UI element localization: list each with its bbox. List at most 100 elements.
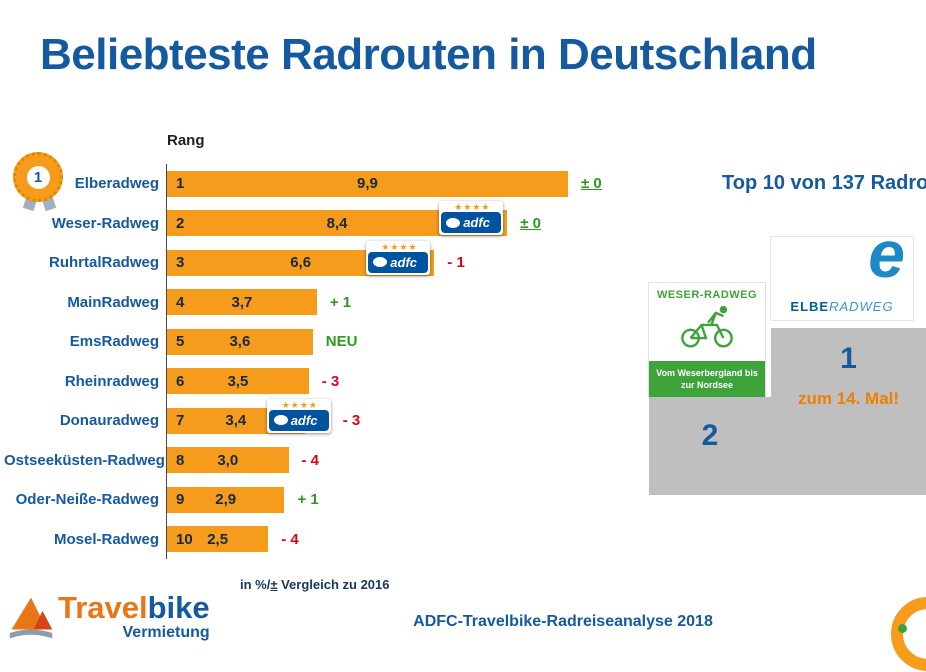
rank-value: 7 [176,412,185,430]
bar-value: 3,5 [227,372,249,390]
bar-value: 2,9 [215,491,237,509]
route-label: Donauradweg [59,412,159,430]
adfc-quality-badge: ★★★★ adfc [439,201,504,236]
bar: 1 9,9 [167,170,568,197]
bar: 6 3,5 [167,368,309,395]
brand-part2: bike [147,590,210,625]
rank-value: 3 [176,254,185,272]
adfc-quality-badge: ★★★★ adfc [366,240,431,275]
footnote-prefix: in %/ [240,577,271,592]
adfc-logo-icon [446,217,461,228]
bar: 10 2,5 [167,526,269,553]
route-label: RuhrtalRadweg [48,254,159,272]
bar: 2 8,4 ★★★★ adfc [167,201,508,237]
chart-row: Weser-Radweg 2 8,4 ★★★★ adfc ± 0 [4,201,654,243]
rank-header: Rang [167,132,205,149]
source-caption: ADFC-Travelbike-Radreiseanalyse 2018 [413,613,713,630]
bar: 3 6,6 ★★★★ adfc [167,240,435,276]
podium-note: zum 14. Mal! [797,389,900,408]
route-label: Mosel-Radweg [53,530,159,548]
adfc-stars-icon: ★★★★ [454,202,491,213]
cyclist-icon [681,305,733,348]
brand-wordmark: Travelbike [58,592,210,623]
chart-row: Donauradweg 7 3,4 ★★★★ adfc - 3 [4,398,654,441]
footnote-plusminus: ± [270,577,278,592]
podium-second-place: 2 [649,397,771,495]
change-indicator: - 4 [281,530,299,548]
brand-part1: Travel [58,590,148,625]
first-place-medal: 1 [13,152,67,218]
rank-value: 9 [176,491,185,509]
chart-row: Ostseeküsten-Radweg 8 3,0 - 4 [4,440,654,480]
chart-row: EmsRadweg 5 3,6 NEU [4,322,654,362]
podium-first-place: 1 zum 14. Mal! [771,328,926,495]
bar-value: 6,6 [290,254,312,272]
change-indicator: NEU [325,333,358,351]
podium-second-number: 2 [701,419,719,452]
mountain-icon [9,597,53,639]
adfc-label: adfc [390,254,418,270]
medal-number: 1 [23,162,53,192]
adfc-stars-icon: ★★★★ [381,241,418,252]
chart-footnote: in %/± Vergleich zu 2016 [240,577,390,592]
bar: 9 2,9 [167,486,285,513]
route-label: MainRadweg [67,293,159,311]
elbe-radweg-logo: e ELBERADWEG [771,221,913,320]
change-indicator: - 3 [342,412,361,430]
partial-logo-circle [891,597,926,671]
route-label: Ostseeküsten-Radweg [4,451,165,469]
route-label: Elberadweg [74,175,159,193]
brand-subtitle: Vermietung [122,624,210,641]
chart-rows: Elberadweg 1 9,9 ± 0 Weser-Radweg 2 8, [4,164,654,559]
bar: 8 3,0 [167,447,289,474]
bar-value: 9,9 [357,175,378,193]
change-indicator: - 4 [301,451,320,469]
bar-value: 3,6 [229,333,251,351]
chart-row: Rheinradweg 6 3,5 - 3 [4,361,654,401]
change-indicator: - 1 [447,254,465,272]
rank-value: 8 [176,451,185,469]
adfc-label: adfc [290,412,318,428]
route-label: Weser-Radweg [51,214,159,232]
elbe-e-icon: e [868,217,905,291]
rank-value: 10 [176,530,193,548]
change-indicator: ± 0 [580,175,602,193]
medal-rosette-icon: 1 [13,152,63,202]
elbe-title-bold: ELBE [790,299,830,314]
chart-row: Elberadweg 1 9,9 ± 0 [4,164,654,204]
bar-value: 3,0 [217,451,239,469]
rank-value: 6 [176,372,185,390]
chart-row: Oder-Neiße-Radweg 9 2,9 + 1 [4,480,654,520]
bar: 7 3,4 ★★★★ adfc [167,398,331,434]
route-label: EmsRadweg [69,333,159,351]
bar-value: 2,5 [207,530,229,548]
bar: 5 3,6 [167,328,313,355]
change-indicator: - 3 [321,372,340,390]
weser-radweg-subtitle: Vom Weserbergland bis zur Nordsee [649,361,765,397]
adfc-label: adfc [463,215,490,231]
chart-row: RuhrtalRadweg 3 6,6 ★★★★ adfc - 1 [4,240,654,283]
rank-value: 1 [176,175,185,193]
weser-radweg-logo: WESER-RADWEG Vom Weserbergland bis zur N… [649,283,765,397]
chart-row: Mosel-Radweg 10 2,5 - 4 [4,519,654,559]
route-label: Rheinradweg [64,372,159,390]
bar-value: 8,4 [326,214,348,232]
bar-value: 3,7 [231,293,253,311]
route-label: Oder-Neiße-Radweg [15,491,159,509]
rank-value: 2 [176,214,185,232]
page-title: Beliebteste Radrouten in Deutschland [40,30,817,79]
adfc-logo-icon [273,415,288,426]
change-indicator: ± 0 [520,214,541,232]
elbe-title-light: RADWEG [829,299,894,314]
change-indicator: + 1 [329,293,352,311]
adfc-logo-icon [373,257,388,268]
weser-radweg-title: WESER-RADWEG [656,289,758,301]
elbe-radweg-title: ELBERADWEG [771,299,913,314]
bar: 4 3,7 [167,289,317,316]
adfc-quality-badge: ★★★★ adfc [266,398,331,433]
adfc-stars-icon: ★★★★ [281,399,318,410]
travelbike-logo: Travelbike Vermietung [8,592,210,644]
bar-value: 3,4 [225,412,247,430]
rank-value: 5 [176,333,185,351]
